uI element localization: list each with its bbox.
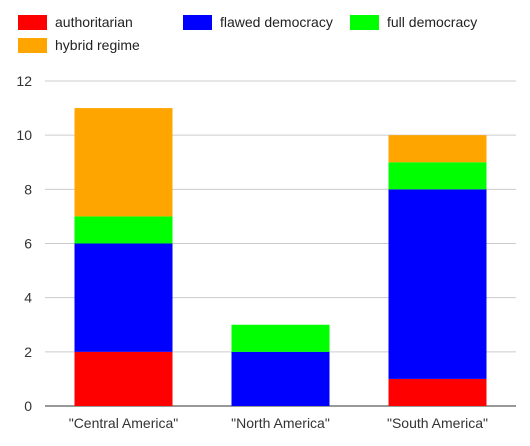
bar-segment-full-democracy-0 — [74, 216, 173, 244]
y-tick-label: 0 — [24, 398, 32, 414]
y-tick-label: 12 — [16, 73, 32, 89]
bar-segment-flawed-democracy-0 — [74, 243, 173, 352]
x-tick-label: "South America" — [387, 415, 488, 431]
legend-item-full-democracy: full democracy — [350, 14, 477, 30]
x-tick-label: "North America" — [231, 415, 330, 431]
legend-swatch-hybrid-regime — [18, 37, 47, 53]
bars — [74, 108, 487, 406]
legend-label-authoritarian: authoritarian — [55, 14, 133, 30]
y-tick-label: 2 — [24, 344, 32, 360]
x-tick-labels: "Central America" "North America" "South A… — [69, 415, 488, 431]
legend-swatch-authoritarian — [18, 14, 47, 30]
bar-segment-hybrid-regime-0 — [74, 108, 173, 217]
y-tick-label: 8 — [24, 181, 32, 197]
bar-segment-flawed-democracy-2 — [388, 189, 487, 379]
legend-item-flawed-democracy: flawed democracy — [183, 14, 333, 30]
bar-segment-flawed-democracy-1 — [231, 351, 330, 406]
legend-swatch-full-democracy — [350, 14, 379, 30]
y-tick-labels: 0 2 4 6 8 10 12 — [16, 73, 32, 414]
y-tick-label: 4 — [24, 290, 32, 306]
legend-label-flawed-democracy: flawed democracy — [220, 14, 333, 30]
y-tick-label: 10 — [16, 127, 32, 143]
x-tick-label: "Central America" — [69, 415, 179, 431]
legend-label-full-democracy: full democracy — [387, 14, 478, 30]
bar-segment-hybrid-regime-2 — [388, 135, 487, 163]
y-tick-label: 6 — [24, 236, 32, 252]
bar-segment-full-democracy-2 — [388, 162, 487, 190]
legend-item-authoritarian: authoritarian — [18, 14, 133, 30]
legend-label-hybrid-regime: hybrid regime — [55, 37, 140, 53]
bar-segment-authoritarian-0 — [74, 351, 173, 406]
bar-segment-authoritarian-2 — [388, 378, 487, 406]
bar-segment-full-democracy-1 — [231, 324, 330, 352]
legend-item-hybrid-regime: hybrid regime — [18, 37, 140, 53]
legend-swatch-flawed-democracy — [183, 14, 212, 30]
